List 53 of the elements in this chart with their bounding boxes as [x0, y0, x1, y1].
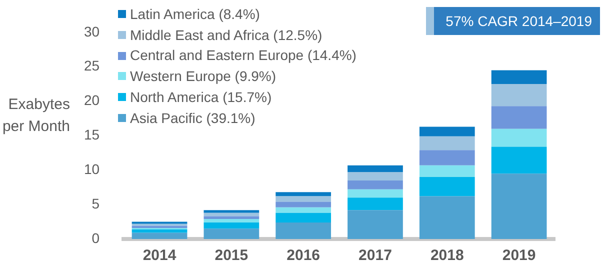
bar — [348, 165, 403, 172]
bar — [204, 219, 260, 222]
bar — [276, 207, 332, 213]
bar — [276, 212, 332, 222]
bar — [491, 106, 547, 129]
bar — [276, 222, 332, 239]
bar — [348, 210, 403, 239]
bar — [276, 196, 332, 202]
bar — [419, 177, 475, 196]
y-tick-label: 30 — [84, 23, 100, 40]
bar — [204, 216, 260, 220]
bar — [419, 136, 475, 150]
y-axis-title: Exabytes per Month — [1, 95, 70, 137]
y-tick-label: 20 — [84, 92, 100, 108]
legend-label: Middle East and Africa (12.5%) — [130, 26, 322, 45]
y-tick-label: 15 — [84, 126, 100, 143]
bar — [419, 165, 475, 178]
legend-label: Central and Eastern Europe (14.4%) — [130, 46, 356, 66]
bar — [491, 174, 547, 239]
bar — [419, 196, 475, 239]
y-tick-label: 0 — [92, 230, 100, 246]
y-tick-label: 10 — [84, 160, 100, 177]
bar — [276, 202, 332, 208]
bar — [491, 70, 547, 84]
bar — [491, 146, 547, 174]
bar — [491, 84, 547, 106]
y-tick-label: 5 — [92, 195, 100, 212]
bar — [204, 222, 260, 229]
x-tick-label: 2019 — [502, 247, 536, 264]
bar — [348, 198, 403, 210]
legend-label: Latin America (8.4%) — [130, 5, 260, 24]
legend-label: Asia Pacific (39.1%) — [130, 108, 256, 128]
bar — [132, 232, 188, 239]
bar — [491, 128, 547, 147]
legend-label: North America (15.7%) — [130, 88, 272, 107]
x-tick-label: 2018 — [430, 247, 464, 264]
x-tick-label: 2014 — [142, 247, 177, 264]
bar — [348, 189, 403, 198]
y-tick-label: 25 — [84, 58, 100, 74]
bar — [132, 229, 188, 233]
x-tick-label: 2016 — [286, 247, 320, 264]
bar — [204, 212, 260, 216]
bar — [348, 172, 403, 180]
bar — [348, 180, 403, 190]
bar — [204, 228, 260, 239]
bar — [419, 150, 475, 166]
x-tick-label: 2015 — [214, 247, 248, 264]
legend-label: Western Europe (9.9%) — [130, 67, 276, 86]
x-tick-label: 2017 — [358, 247, 392, 264]
bar — [204, 210, 260, 213]
bar — [276, 192, 332, 196]
text: 57% CAGR 2014–2019 — [434, 7, 600, 35]
bar — [419, 126, 475, 136]
